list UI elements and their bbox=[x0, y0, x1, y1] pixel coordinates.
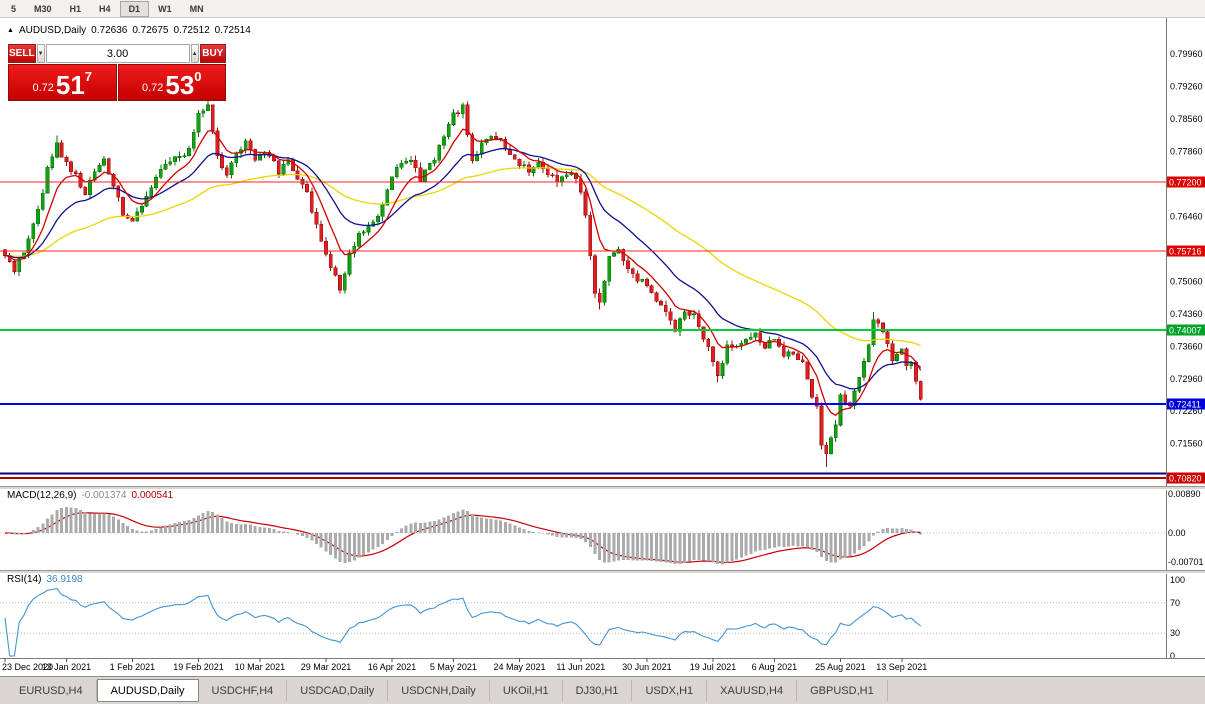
chart-ohlc-header: ▲ AUDUSD,Daily 0.72636 0.72675 0.72512 0… bbox=[7, 25, 251, 36]
svg-text:13 Sep 2021: 13 Sep 2021 bbox=[876, 662, 927, 672]
macd-signal-value: 0.000541 bbox=[131, 490, 174, 501]
panel-separator[interactable] bbox=[0, 486, 1205, 490]
svg-text:0.74360: 0.74360 bbox=[1170, 309, 1203, 319]
tab-eurusd-h4[interactable]: EURUSD,H4 bbox=[6, 680, 97, 701]
ohlc-high-value: 0.72675 bbox=[132, 25, 169, 36]
symbol-marker-icon: ▲ bbox=[7, 26, 14, 34]
chart-tab-bar: EURUSD,H4 AUDUSD,Daily USDCHF,H4 USDCAD,Dai… bbox=[0, 676, 1205, 704]
arrow-down-icon: ▼ bbox=[37, 50, 44, 57]
svg-text:13 Jan 2021: 13 Jan 2021 bbox=[42, 662, 92, 672]
svg-text:0: 0 bbox=[1170, 651, 1175, 661]
buy-price-big-digits: 53 bbox=[165, 70, 195, 100]
tab-usdchf-h4[interactable]: USDCHF,H4 bbox=[199, 680, 288, 701]
tab-ukoil-h1[interactable]: UKOil,H1 bbox=[490, 680, 563, 701]
ohlc-open-value: 0.72636 bbox=[91, 25, 128, 36]
tab-usdx-h1[interactable]: USDX,H1 bbox=[632, 680, 708, 701]
tab-usdcnh-daily[interactable]: USDCNH,Daily bbox=[388, 680, 490, 701]
rsi-header: RSI(14) 36.9198 bbox=[7, 574, 83, 585]
timeframe-button-mn[interactable]: MN bbox=[181, 1, 213, 17]
buy-price-display[interactable]: 0.72 53 0 bbox=[117, 64, 226, 101]
svg-text:0.73660: 0.73660 bbox=[1170, 341, 1203, 351]
tab-audusd-daily[interactable]: AUDUSD,Daily bbox=[96, 679, 199, 702]
buy-price-prefix: 0.72 bbox=[141, 82, 164, 94]
svg-text:0.74007: 0.74007 bbox=[1169, 326, 1202, 336]
buy-button[interactable]: BUY bbox=[199, 44, 227, 63]
svg-text:11 Jun 2021: 11 Jun 2021 bbox=[556, 662, 605, 672]
buy-price-pipette: 0 bbox=[194, 69, 202, 84]
macd-histogram bbox=[8, 507, 923, 565]
volume-decrease-button[interactable]: ▼ bbox=[36, 44, 45, 63]
svg-text:23 Dec 2020: 23 Dec 2020 bbox=[2, 662, 53, 672]
rsi-panel: 100 70 30 0 bbox=[0, 575, 1185, 661]
svg-text:16 Apr 2021: 16 Apr 2021 bbox=[368, 662, 417, 672]
timeframe-button-w1[interactable]: W1 bbox=[149, 1, 181, 17]
rsi-title: RSI(14) bbox=[7, 574, 42, 585]
svg-text:24 May 2021: 24 May 2021 bbox=[493, 662, 545, 672]
svg-text:1 Feb 2021: 1 Feb 2021 bbox=[110, 662, 156, 672]
sell-price-prefix: 0.72 bbox=[32, 82, 54, 94]
chart-background bbox=[0, 18, 1205, 676]
timeframe-button-5[interactable]: 5 bbox=[2, 1, 25, 17]
svg-text:0.72260: 0.72260 bbox=[1170, 406, 1203, 416]
horizontal-levels-layer bbox=[0, 181, 1166, 480]
moving-averages-layer bbox=[4, 128, 922, 417]
volume-increase-button[interactable]: ▲ bbox=[190, 44, 199, 63]
macd-title: MACD(12,26,9) bbox=[7, 490, 77, 501]
tab-gbpusd-h1[interactable]: GBPUSD,H1 bbox=[797, 680, 888, 701]
timeframe-button-m30[interactable]: M30 bbox=[25, 1, 61, 17]
svg-text:0.79260: 0.79260 bbox=[1170, 81, 1203, 91]
svg-text:100: 100 bbox=[1170, 575, 1185, 585]
svg-text:-0.00701: -0.00701 bbox=[1168, 557, 1204, 567]
svg-text:19 Feb 2021: 19 Feb 2021 bbox=[173, 662, 224, 672]
timeframe-button-d1[interactable]: D1 bbox=[119, 0, 150, 17]
svg-text:6 Aug 2021: 6 Aug 2021 bbox=[752, 662, 798, 672]
ohlc-close-value: 0.72514 bbox=[214, 25, 251, 36]
svg-text:30: 30 bbox=[1170, 628, 1180, 638]
svg-text:0.75716: 0.75716 bbox=[1169, 246, 1202, 256]
one-click-trading-panel: SELL ▼ ▲ BUY 0.72 51 7 0.72 53 0 bbox=[8, 44, 227, 101]
rsi-value: 36.9198 bbox=[46, 574, 83, 585]
svg-text:0.79960: 0.79960 bbox=[1170, 49, 1203, 59]
price-chart-surface[interactable]: 0.79960 0.79260 0.78560 0.77860 0.76460 0.750… bbox=[0, 0, 1205, 676]
sell-button[interactable]: SELL bbox=[8, 44, 36, 63]
svg-text:0.70820: 0.70820 bbox=[1169, 474, 1202, 484]
svg-text:19 Jul 2021: 19 Jul 2021 bbox=[690, 662, 737, 672]
svg-text:25 Aug 2021: 25 Aug 2021 bbox=[815, 662, 866, 672]
chart-symbol-label: AUDUSD,Daily bbox=[18, 25, 87, 36]
svg-text:0.76460: 0.76460 bbox=[1170, 211, 1203, 221]
tab-usdcad-daily[interactable]: USDCAD,Daily bbox=[287, 680, 389, 701]
sell-price-pipette: 7 bbox=[84, 69, 93, 84]
svg-text:0.00890: 0.00890 bbox=[1168, 489, 1201, 499]
volume-input[interactable] bbox=[45, 44, 190, 63]
svg-text:0.77860: 0.77860 bbox=[1170, 146, 1203, 156]
svg-text:0.71560: 0.71560 bbox=[1170, 439, 1203, 449]
tab-dj30-h1[interactable]: DJ30,H1 bbox=[563, 680, 633, 701]
price-axis: 0.79960 0.79260 0.78560 0.77860 0.76460 0.750… bbox=[1166, 18, 1205, 658]
timeframe-toolbar: 5 M30 H1 H4 D1 W1 MN bbox=[0, 0, 1205, 18]
svg-text:0.72411: 0.72411 bbox=[1169, 400, 1201, 410]
svg-text:29 Mar 2021: 29 Mar 2021 bbox=[301, 662, 352, 672]
macd-main-value: -0.001374 bbox=[81, 490, 127, 501]
svg-text:0.72960: 0.72960 bbox=[1170, 374, 1203, 384]
tab-xauusd-h4[interactable]: XAUUSD,H4 bbox=[707, 680, 798, 701]
svg-text:10 Mar 2021: 10 Mar 2021 bbox=[235, 662, 286, 672]
sell-price-big-digits: 51 bbox=[55, 70, 85, 100]
svg-text:0.77200: 0.77200 bbox=[1169, 178, 1202, 188]
macd-header: MACD(12,26,9) -0.001374 0.000541 bbox=[7, 490, 173, 501]
svg-text:0.00: 0.00 bbox=[1168, 528, 1186, 538]
sell-price-display[interactable]: 0.72 51 7 bbox=[8, 64, 117, 101]
svg-text:0.78560: 0.78560 bbox=[1170, 114, 1203, 124]
panel-separator[interactable] bbox=[0, 570, 1205, 574]
timeframe-button-h1[interactable]: H1 bbox=[61, 1, 91, 17]
svg-text:30 Jun 2021: 30 Jun 2021 bbox=[622, 662, 672, 672]
svg-text:70: 70 bbox=[1170, 598, 1180, 608]
timeframe-button-h4[interactable]: H4 bbox=[90, 1, 120, 17]
ohlc-low-value: 0.72512 bbox=[173, 25, 210, 36]
svg-text:5 May 2021: 5 May 2021 bbox=[430, 662, 477, 672]
svg-text:0.75060: 0.75060 bbox=[1170, 276, 1203, 286]
arrow-up-icon: ▲ bbox=[191, 50, 198, 57]
